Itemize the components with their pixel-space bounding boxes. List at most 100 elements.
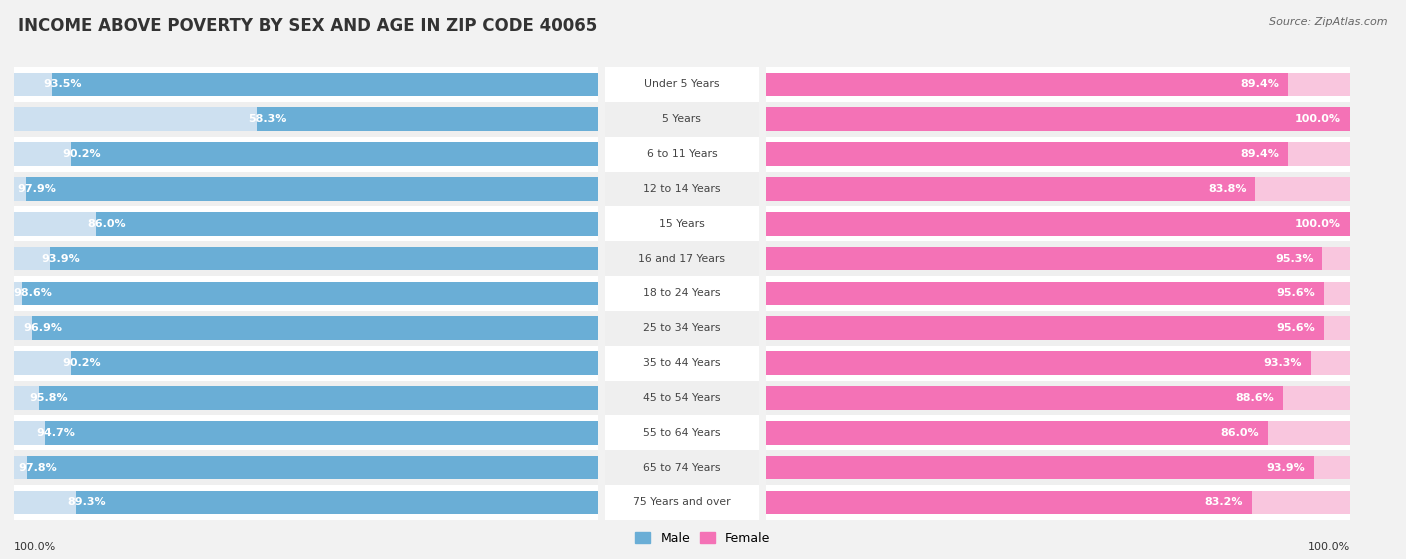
Text: 65 to 74 Years: 65 to 74 Years xyxy=(643,463,721,472)
Bar xyxy=(14,241,598,276)
Bar xyxy=(14,282,598,305)
Bar xyxy=(766,172,1350,206)
Bar xyxy=(766,107,1350,131)
Text: 97.9%: 97.9% xyxy=(17,184,56,194)
Bar xyxy=(766,247,1350,271)
Text: 89.4%: 89.4% xyxy=(1240,149,1279,159)
Bar xyxy=(14,247,598,271)
Bar xyxy=(14,311,598,345)
Bar xyxy=(766,316,1324,340)
Bar xyxy=(14,206,598,241)
Bar xyxy=(766,491,1350,514)
Bar xyxy=(766,311,1350,345)
Bar xyxy=(766,282,1324,305)
Bar xyxy=(766,137,1350,172)
Text: 12 to 14 Years: 12 to 14 Years xyxy=(643,184,721,194)
Text: 100.0%: 100.0% xyxy=(1308,542,1350,552)
Bar xyxy=(605,415,759,450)
Bar xyxy=(14,73,598,96)
Text: 25 to 34 Years: 25 to 34 Years xyxy=(643,323,721,333)
Text: 16 and 17 Years: 16 and 17 Years xyxy=(638,254,725,264)
Bar xyxy=(766,415,1350,450)
Bar xyxy=(766,485,1350,520)
Bar xyxy=(766,316,1350,340)
Bar xyxy=(766,282,1350,305)
Bar xyxy=(605,102,759,137)
Bar xyxy=(766,491,1251,514)
Bar xyxy=(766,212,1350,236)
Bar xyxy=(14,381,598,415)
Bar xyxy=(14,316,598,340)
Bar xyxy=(605,137,759,172)
Bar xyxy=(766,67,1350,102)
Text: Source: ZipAtlas.com: Source: ZipAtlas.com xyxy=(1270,17,1388,27)
Text: 100.0%: 100.0% xyxy=(1295,115,1341,124)
Text: 90.2%: 90.2% xyxy=(62,149,101,159)
Bar xyxy=(766,241,1350,276)
Bar xyxy=(14,485,598,520)
Bar xyxy=(14,177,598,201)
Text: 75 Years and over: 75 Years and over xyxy=(633,498,731,508)
Text: 95.6%: 95.6% xyxy=(1277,288,1316,299)
Text: 95.6%: 95.6% xyxy=(1277,323,1316,333)
Bar xyxy=(605,67,759,102)
Text: 93.9%: 93.9% xyxy=(1267,463,1305,472)
Bar xyxy=(14,351,598,375)
Bar xyxy=(766,421,1268,444)
Bar xyxy=(766,450,1350,485)
Bar xyxy=(605,206,759,241)
Bar xyxy=(32,316,598,340)
Bar xyxy=(257,107,598,131)
Bar xyxy=(766,73,1288,96)
Bar xyxy=(766,276,1350,311)
Bar xyxy=(605,241,759,276)
Text: 45 to 54 Years: 45 to 54 Years xyxy=(643,393,721,403)
Bar xyxy=(766,381,1350,415)
Bar xyxy=(766,456,1315,480)
Text: 5 Years: 5 Years xyxy=(662,115,702,124)
Bar xyxy=(766,386,1350,410)
Text: 83.8%: 83.8% xyxy=(1208,184,1247,194)
Bar xyxy=(14,456,598,480)
Bar xyxy=(14,415,598,450)
Text: 86.0%: 86.0% xyxy=(1220,428,1260,438)
Bar xyxy=(14,172,598,206)
Text: 88.6%: 88.6% xyxy=(1236,393,1274,403)
Bar xyxy=(766,73,1350,96)
Text: INCOME ABOVE POVERTY BY SEX AND AGE IN ZIP CODE 40065: INCOME ABOVE POVERTY BY SEX AND AGE IN Z… xyxy=(18,17,598,35)
Bar xyxy=(52,73,598,96)
Bar xyxy=(766,177,1350,201)
Text: 94.7%: 94.7% xyxy=(37,428,75,438)
Text: Under 5 Years: Under 5 Years xyxy=(644,79,720,89)
Text: 58.3%: 58.3% xyxy=(249,115,287,124)
Text: 15 Years: 15 Years xyxy=(659,219,704,229)
Text: 6 to 11 Years: 6 to 11 Years xyxy=(647,149,717,159)
Text: 93.5%: 93.5% xyxy=(44,79,82,89)
Bar xyxy=(766,247,1322,271)
Bar xyxy=(27,177,598,201)
Bar xyxy=(605,172,759,206)
Bar xyxy=(766,212,1350,236)
Text: 98.6%: 98.6% xyxy=(14,288,52,299)
Text: 93.3%: 93.3% xyxy=(1264,358,1302,368)
Bar xyxy=(14,102,598,137)
Bar xyxy=(72,143,598,166)
Bar xyxy=(14,421,598,444)
Bar xyxy=(38,386,598,410)
Bar xyxy=(14,137,598,172)
Bar xyxy=(27,456,598,480)
Text: 100.0%: 100.0% xyxy=(14,542,56,552)
Bar xyxy=(14,67,598,102)
Bar xyxy=(766,351,1350,375)
Bar xyxy=(766,143,1350,166)
Bar xyxy=(45,421,598,444)
Bar xyxy=(14,345,598,381)
Text: 18 to 24 Years: 18 to 24 Years xyxy=(643,288,721,299)
Bar xyxy=(766,421,1350,444)
Text: 96.9%: 96.9% xyxy=(24,323,62,333)
Bar xyxy=(766,143,1288,166)
Legend: Male, Female: Male, Female xyxy=(630,527,776,550)
Bar xyxy=(605,381,759,415)
Bar xyxy=(766,456,1350,480)
Bar xyxy=(14,143,598,166)
